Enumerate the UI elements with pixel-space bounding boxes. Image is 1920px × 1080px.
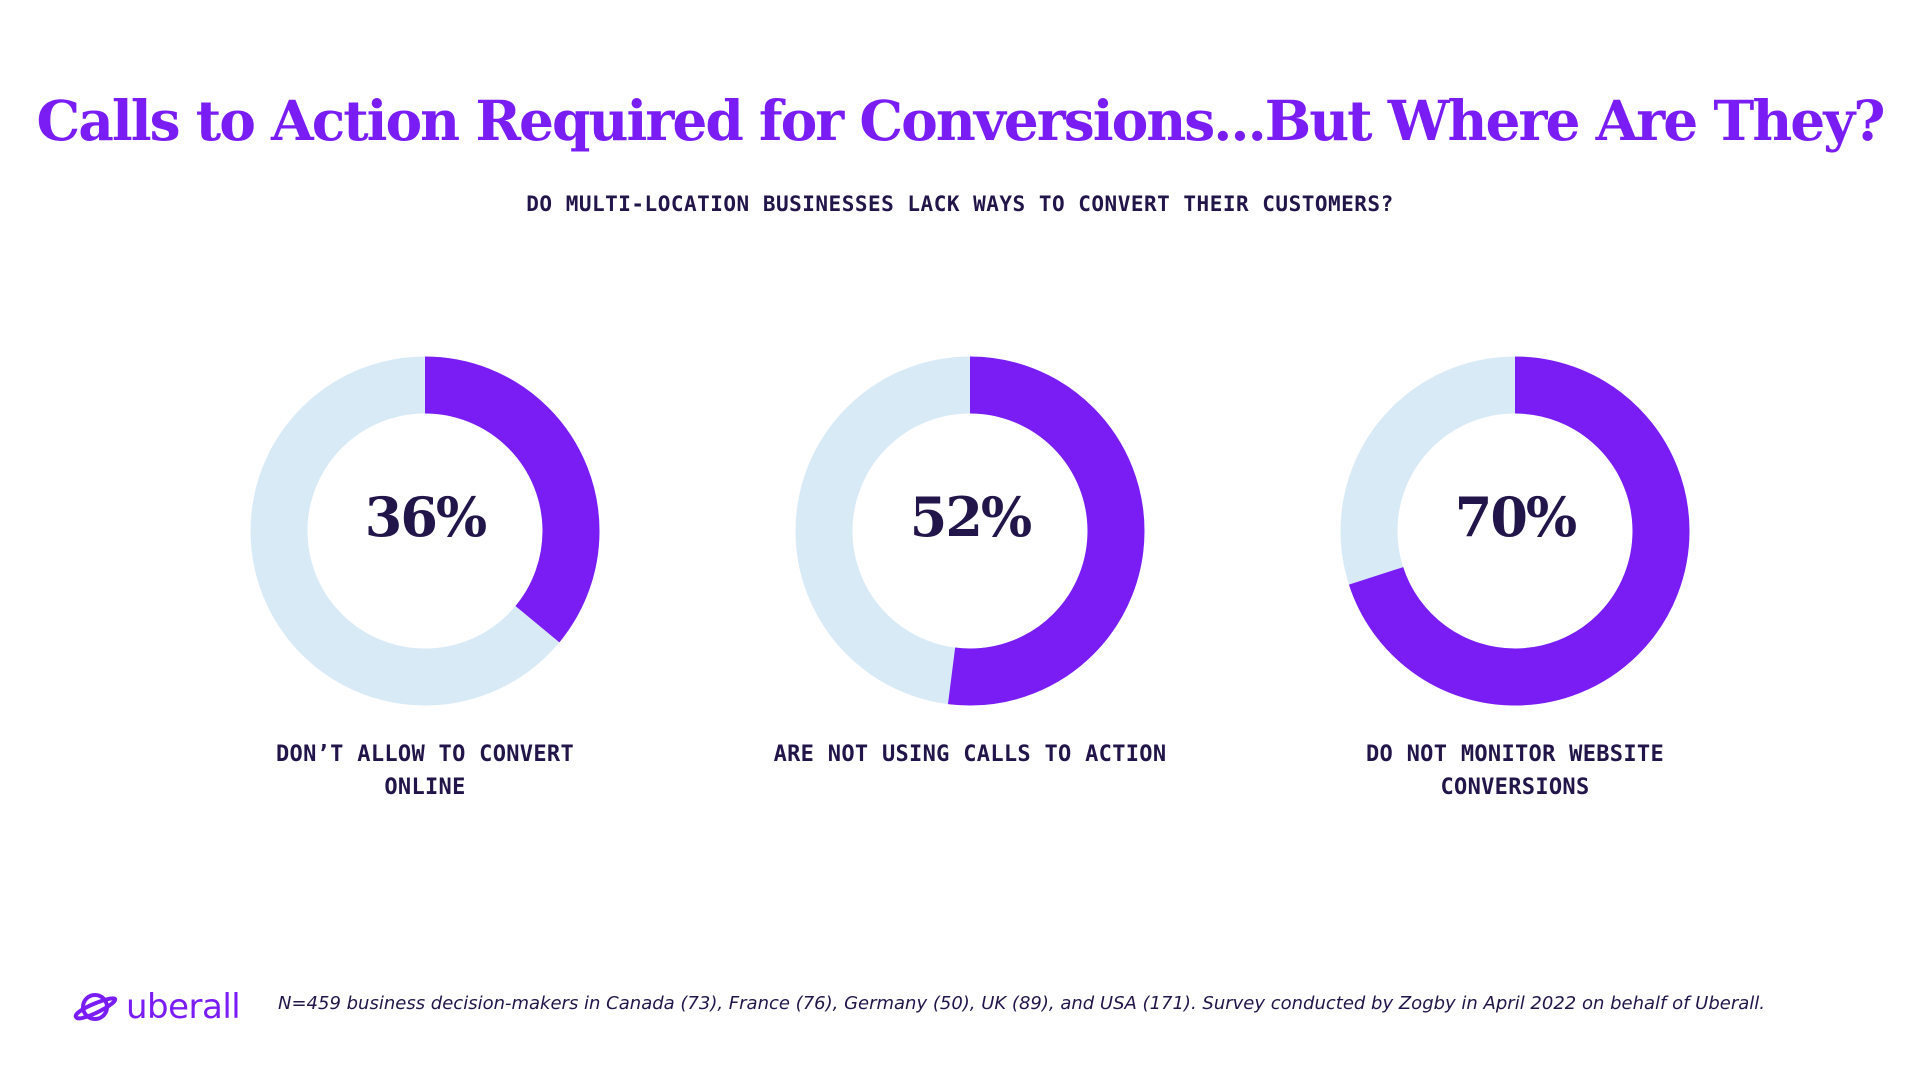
- donut-label-3: DO NOT MONITOR WEBSITE CONVERSIONS: [1255, 738, 1775, 804]
- donut-label-3-line-1: DO NOT MONITOR WEBSITE: [1366, 742, 1664, 767]
- donut-value-3: 70%: [1454, 485, 1577, 549]
- donut-svg-2: [795, 356, 1145, 706]
- chart-title: Calls to Action Required for Conversions…: [36, 88, 1885, 153]
- donut-value-2: 52%: [909, 485, 1032, 549]
- donut-chart-2: 52% ARE NOT USING CALLS TO ACTION: [710, 350, 1230, 810]
- donut-chart-1: 36% DON’T ALLOW TO CONVERT ONLINE: [165, 350, 685, 810]
- donut-label-2: ARE NOT USING CALLS TO ACTION: [710, 738, 1230, 771]
- donut-label-1-line-2: ONLINE: [384, 775, 466, 800]
- donut-label-1: DON’T ALLOW TO CONVERT ONLINE: [165, 738, 685, 804]
- donut-label-1-line-1: DON’T ALLOW TO CONVERT: [276, 742, 574, 767]
- donut-chart-3: 70% DO NOT MONITOR WEBSITE CONVERSIONS: [1255, 350, 1775, 810]
- donut-segment-3: [1340, 356, 1690, 706]
- donut-svg-3: [1340, 356, 1690, 706]
- uberall-logo: uberall: [72, 985, 241, 1029]
- chart-subtitle: DO MULTI-LOCATION BUSINESSES LACK WAYS T…: [526, 192, 1394, 216]
- donut-segment-1: [250, 356, 600, 706]
- donut-value-1: 36%: [364, 485, 487, 549]
- planet-ring-icon: [73, 993, 118, 1021]
- donut-svg-1: [250, 356, 600, 706]
- donut-label-2-line-1: ARE NOT USING CALLS TO ACTION: [773, 742, 1167, 767]
- donut-segment-2: [795, 356, 1145, 706]
- survey-footnote: N=459 business decision-makers in Canada…: [278, 993, 1765, 1014]
- logo-text: uberall: [126, 987, 241, 1027]
- donut-label-3-line-2: CONVERSIONS: [1440, 775, 1590, 800]
- donut-charts: 36% DON’T ALLOW TO CONVERT ONLINE 52% AR…: [0, 350, 1920, 810]
